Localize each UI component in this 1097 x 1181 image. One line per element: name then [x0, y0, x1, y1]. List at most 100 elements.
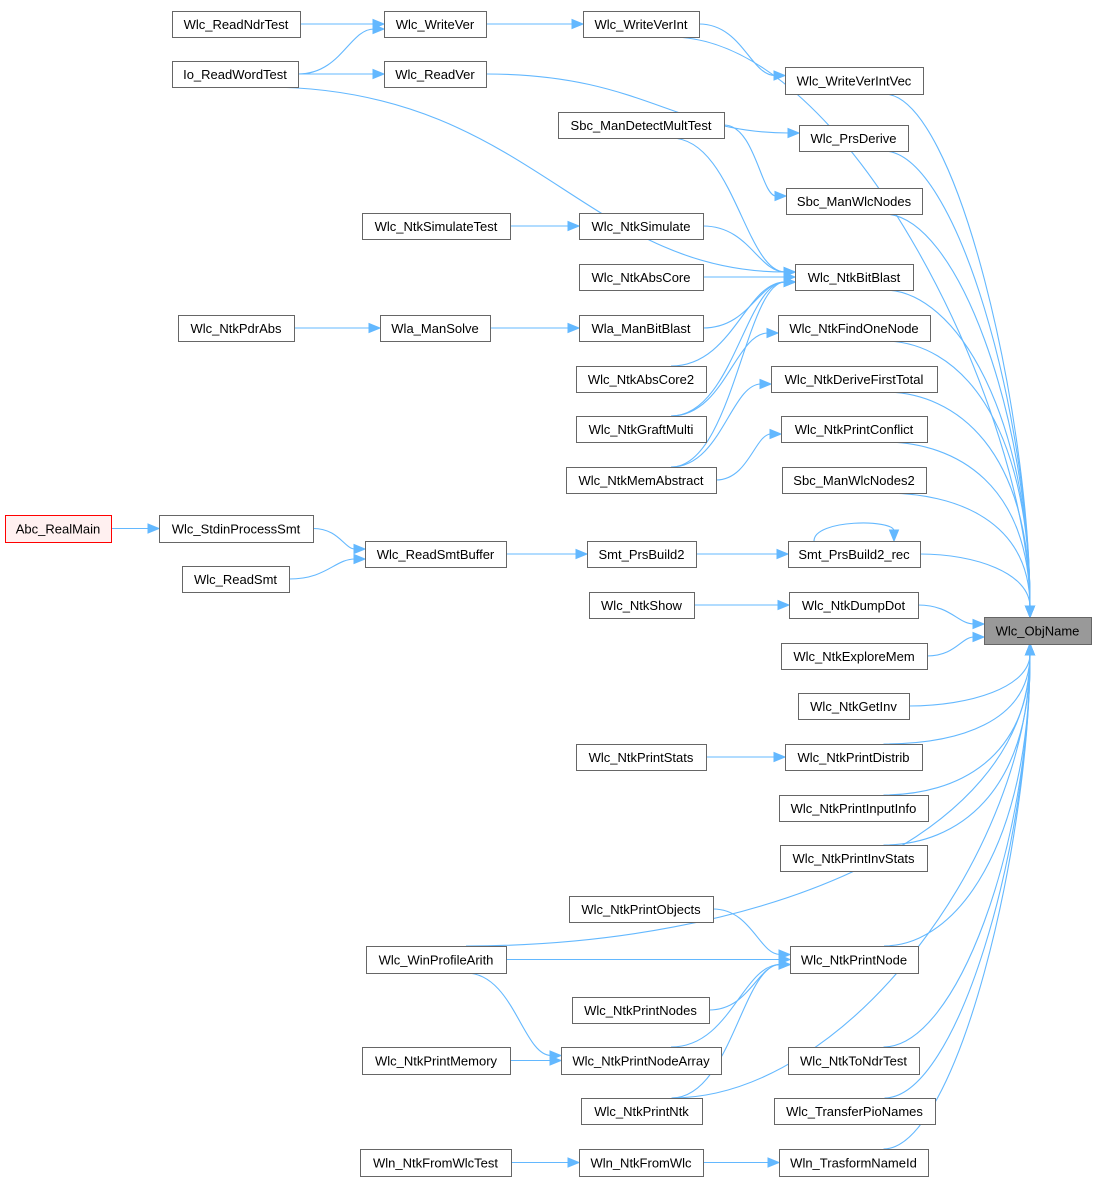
arrow-head — [766, 327, 780, 339]
arrow-head — [783, 276, 797, 288]
node-label: Wlc_ReadVer — [395, 67, 475, 82]
node-box — [583, 11, 700, 38]
node-smt-prsbuild2-rec[interactable]: Smt_PrsBuild2_rec — [788, 541, 921, 568]
node-wlc-ntkprintdistrib[interactable]: Wlc_NtkPrintDistrib — [785, 744, 923, 771]
node-box — [566, 467, 717, 494]
edge-wlc-ntksimulatetest-to-wlc-ntksimulate — [510, 220, 581, 232]
node-box — [984, 617, 1092, 645]
node-box — [569, 896, 714, 923]
node-label: Wlc_NtkBitBlast — [808, 270, 901, 285]
node-wlc-winprofilearith[interactable]: Wlc_WinProfileArith — [366, 946, 507, 974]
arrow-head — [773, 70, 787, 81]
node-box — [572, 997, 710, 1024]
node-wlc-writever[interactable]: Wlc_WriteVer — [384, 11, 487, 38]
node-wlc-ntksimulate[interactable]: Wlc_NtkSimulate — [579, 213, 704, 240]
edge-line — [926, 636, 975, 657]
node-label: Abc_RealMain — [16, 522, 101, 537]
node-wlc-stdinprocesssmt[interactable]: Wlc_StdinProcessSmt — [159, 515, 314, 543]
node-wlc-ntkprintinvstats[interactable]: Wlc_NtkPrintInvStats — [780, 845, 928, 872]
node-wlc-ntkmemabstract[interactable]: Wlc_NtkMemAbstract — [566, 467, 717, 494]
node-label: Smt_PrsBuild2 — [599, 547, 685, 562]
node-wlc-readsmt[interactable]: Wlc_ReadSmt — [182, 566, 290, 593]
node-wlc-ntkprintmemory[interactable]: Wlc_NtkPrintMemory — [362, 1047, 511, 1075]
node-wla-mansolve[interactable]: Wla_ManSolve — [380, 315, 491, 342]
node-label: Io_ReadWordTest — [183, 67, 287, 82]
node-wlc-ntkprintntk[interactable]: Wlc_NtkPrintNtk — [581, 1098, 703, 1125]
node-wlc-ntkprintconflict[interactable]: Wlc_NtkPrintConflict — [781, 416, 928, 443]
node-wlc-readndrtest[interactable]: Wlc_ReadNdrTest — [172, 11, 301, 38]
node-wlc-ntktondrtest[interactable]: Wlc_NtkToNdrTest — [788, 1047, 920, 1075]
node-sbc-manwlcnodes[interactable]: Sbc_ManWlcNodes — [786, 188, 923, 215]
arrow-head — [567, 1157, 581, 1168]
edge-wlc-ntkmemabstract-to-wlc-ntkderivefirsttotal — [670, 378, 773, 468]
edge-line — [670, 137, 786, 273]
edge-wlc-winprofilearith-to-wlc-ntkprintnode — [506, 954, 792, 965]
node-label: Sbc_ManDetectMultTest — [571, 118, 712, 133]
node-wlc-ntkabscore[interactable]: Wlc_NtkAbsCore — [579, 264, 704, 291]
node-box — [182, 566, 290, 593]
node-box — [362, 1047, 511, 1075]
node-wlc-writeverint[interactable]: Wlc_WriteVerInt — [583, 11, 700, 38]
node-sbc-manwlcnodes2[interactable]: Sbc_ManWlcNodes2 — [782, 467, 927, 494]
node-sbc-mandetectmulttest[interactable]: Sbc_ManDetectMultTest — [558, 112, 725, 139]
arrow-head — [368, 322, 382, 334]
node-label: Wlc_NtkShow — [601, 598, 683, 613]
node-box — [579, 213, 704, 240]
node-wlc-writeverintvec[interactable]: Wlc_WriteVerIntVec — [785, 67, 924, 95]
node-wlc-ntkprintnode[interactable]: Wlc_NtkPrintNode — [790, 946, 919, 974]
node-wlc-ntkgraftmulti[interactable]: Wlc_NtkGraftMulti — [576, 416, 707, 443]
node-wlc-prsderive[interactable]: Wlc_PrsDerive — [799, 125, 909, 152]
node-label: Wlc_NtkFindOneNode — [789, 321, 918, 336]
node-wlc-readver[interactable]: Wlc_ReadVer — [384, 61, 487, 88]
node-wlc-ntkgetinv[interactable]: Wlc_NtkGetInv — [798, 693, 910, 720]
node-wlc-ntkprintnodes[interactable]: Wlc_NtkPrintNodes — [572, 997, 710, 1024]
edge-wlc-ntkexploremem-to-wlc-objname — [926, 631, 986, 657]
node-smt-prsbuild2[interactable]: Smt_PrsBuild2 — [587, 541, 697, 568]
edge-wlc-stdinprocesssmt-to-wlc-readsmtbuffer — [312, 527, 367, 555]
edge-line — [883, 492, 1031, 608]
node-wlc-ntkprintstats[interactable]: Wlc_NtkPrintStats — [576, 744, 707, 771]
node-abc-realmain[interactable]: Abc_RealMain — [5, 515, 112, 543]
edge-wln-ntkfromwlctest-to-wln-ntkfromwlc — [510, 1157, 581, 1168]
node-wlc-ntkprintobjects[interactable]: Wlc_NtkPrintObjects — [569, 896, 714, 923]
edge-line — [908, 653, 1031, 707]
node-label: Wlc_WinProfileArith — [379, 953, 494, 968]
node-label: Wlc_TransferPioNames — [786, 1104, 923, 1119]
node-wlc-ntkfindonenode[interactable]: Wlc_NtkFindOneNode — [778, 315, 931, 342]
node-wlc-ntkabscore2[interactable]: Wlc_NtkAbsCore2 — [576, 366, 707, 393]
node-wlc-ntkshow[interactable]: Wlc_NtkShow — [589, 592, 695, 619]
node-label: Wln_TrasformNameId — [790, 1156, 917, 1171]
node-label: Wlc_NtkAbsCore2 — [588, 372, 694, 387]
node-wlc-ntkprintinputinfo[interactable]: Wlc_NtkPrintInputInfo — [779, 795, 929, 822]
node-wlc-ntksimulatetest[interactable]: Wlc_NtkSimulateTest — [362, 213, 511, 240]
node-box — [576, 744, 707, 771]
node-wln-ntkfromwlc[interactable]: Wln_NtkFromWlc — [579, 1149, 704, 1177]
edge-smt-prsbuild2-to-smt-prsbuild2-rec — [696, 548, 790, 560]
node-wlc-objname[interactable]: Wlc_ObjName — [984, 617, 1092, 645]
node-wlc-ntkprintnodearray[interactable]: Wlc_NtkPrintNodeArray — [561, 1047, 722, 1075]
node-wlc-readsmtbuffer[interactable]: Wlc_ReadSmtBuffer — [365, 541, 507, 568]
node-wlc-ntkpdrabs[interactable]: Wlc_NtkPdrAbs — [178, 315, 295, 342]
arrow-head — [1024, 605, 1036, 619]
edge-wlc-ntkmemabstract-to-wlc-ntkprintconflict — [715, 428, 783, 481]
node-io-readwordtest[interactable]: Io_ReadWordTest — [172, 61, 299, 88]
node-wln-ntkfromwlctest[interactable]: Wln_NtkFromWlcTest — [360, 1149, 512, 1177]
node-wlc-ntkderivefirsttotal[interactable]: Wlc_NtkDeriveFirstTotal — [771, 366, 938, 393]
node-label: Wlc_ReadSmtBuffer — [377, 547, 495, 562]
edge-line — [813, 522, 895, 542]
node-label: Wln_NtkFromWlc — [590, 1156, 692, 1171]
node-box — [172, 61, 299, 88]
arrow-head — [777, 599, 791, 611]
node-wln-trasformnameid[interactable]: Wln_TrasformNameId — [779, 1149, 929, 1177]
node-box — [779, 795, 929, 822]
node-wlc-ntkexploremem[interactable]: Wlc_NtkExploreMem — [781, 643, 928, 670]
edge-wlc-ntkgraftmulti-to-wlc-ntkfindonenode — [670, 327, 780, 417]
arrow-head — [778, 949, 792, 960]
node-wlc-transferpionames[interactable]: Wlc_TransferPioNames — [774, 1098, 936, 1125]
edge-line — [264, 86, 786, 273]
node-wla-manbitblast[interactable]: Wla_ManBitBlast — [579, 315, 704, 342]
node-wlc-ntkdumpdot[interactable]: Wlc_NtkDumpDot — [789, 592, 919, 619]
node-label: Wlc_NtkGetInv — [810, 699, 897, 714]
edge-wlc-readsmtbuffer-to-smt-prsbuild2 — [506, 548, 589, 560]
node-wlc-ntkbitblast[interactable]: Wlc_NtkBitBlast — [795, 264, 914, 291]
